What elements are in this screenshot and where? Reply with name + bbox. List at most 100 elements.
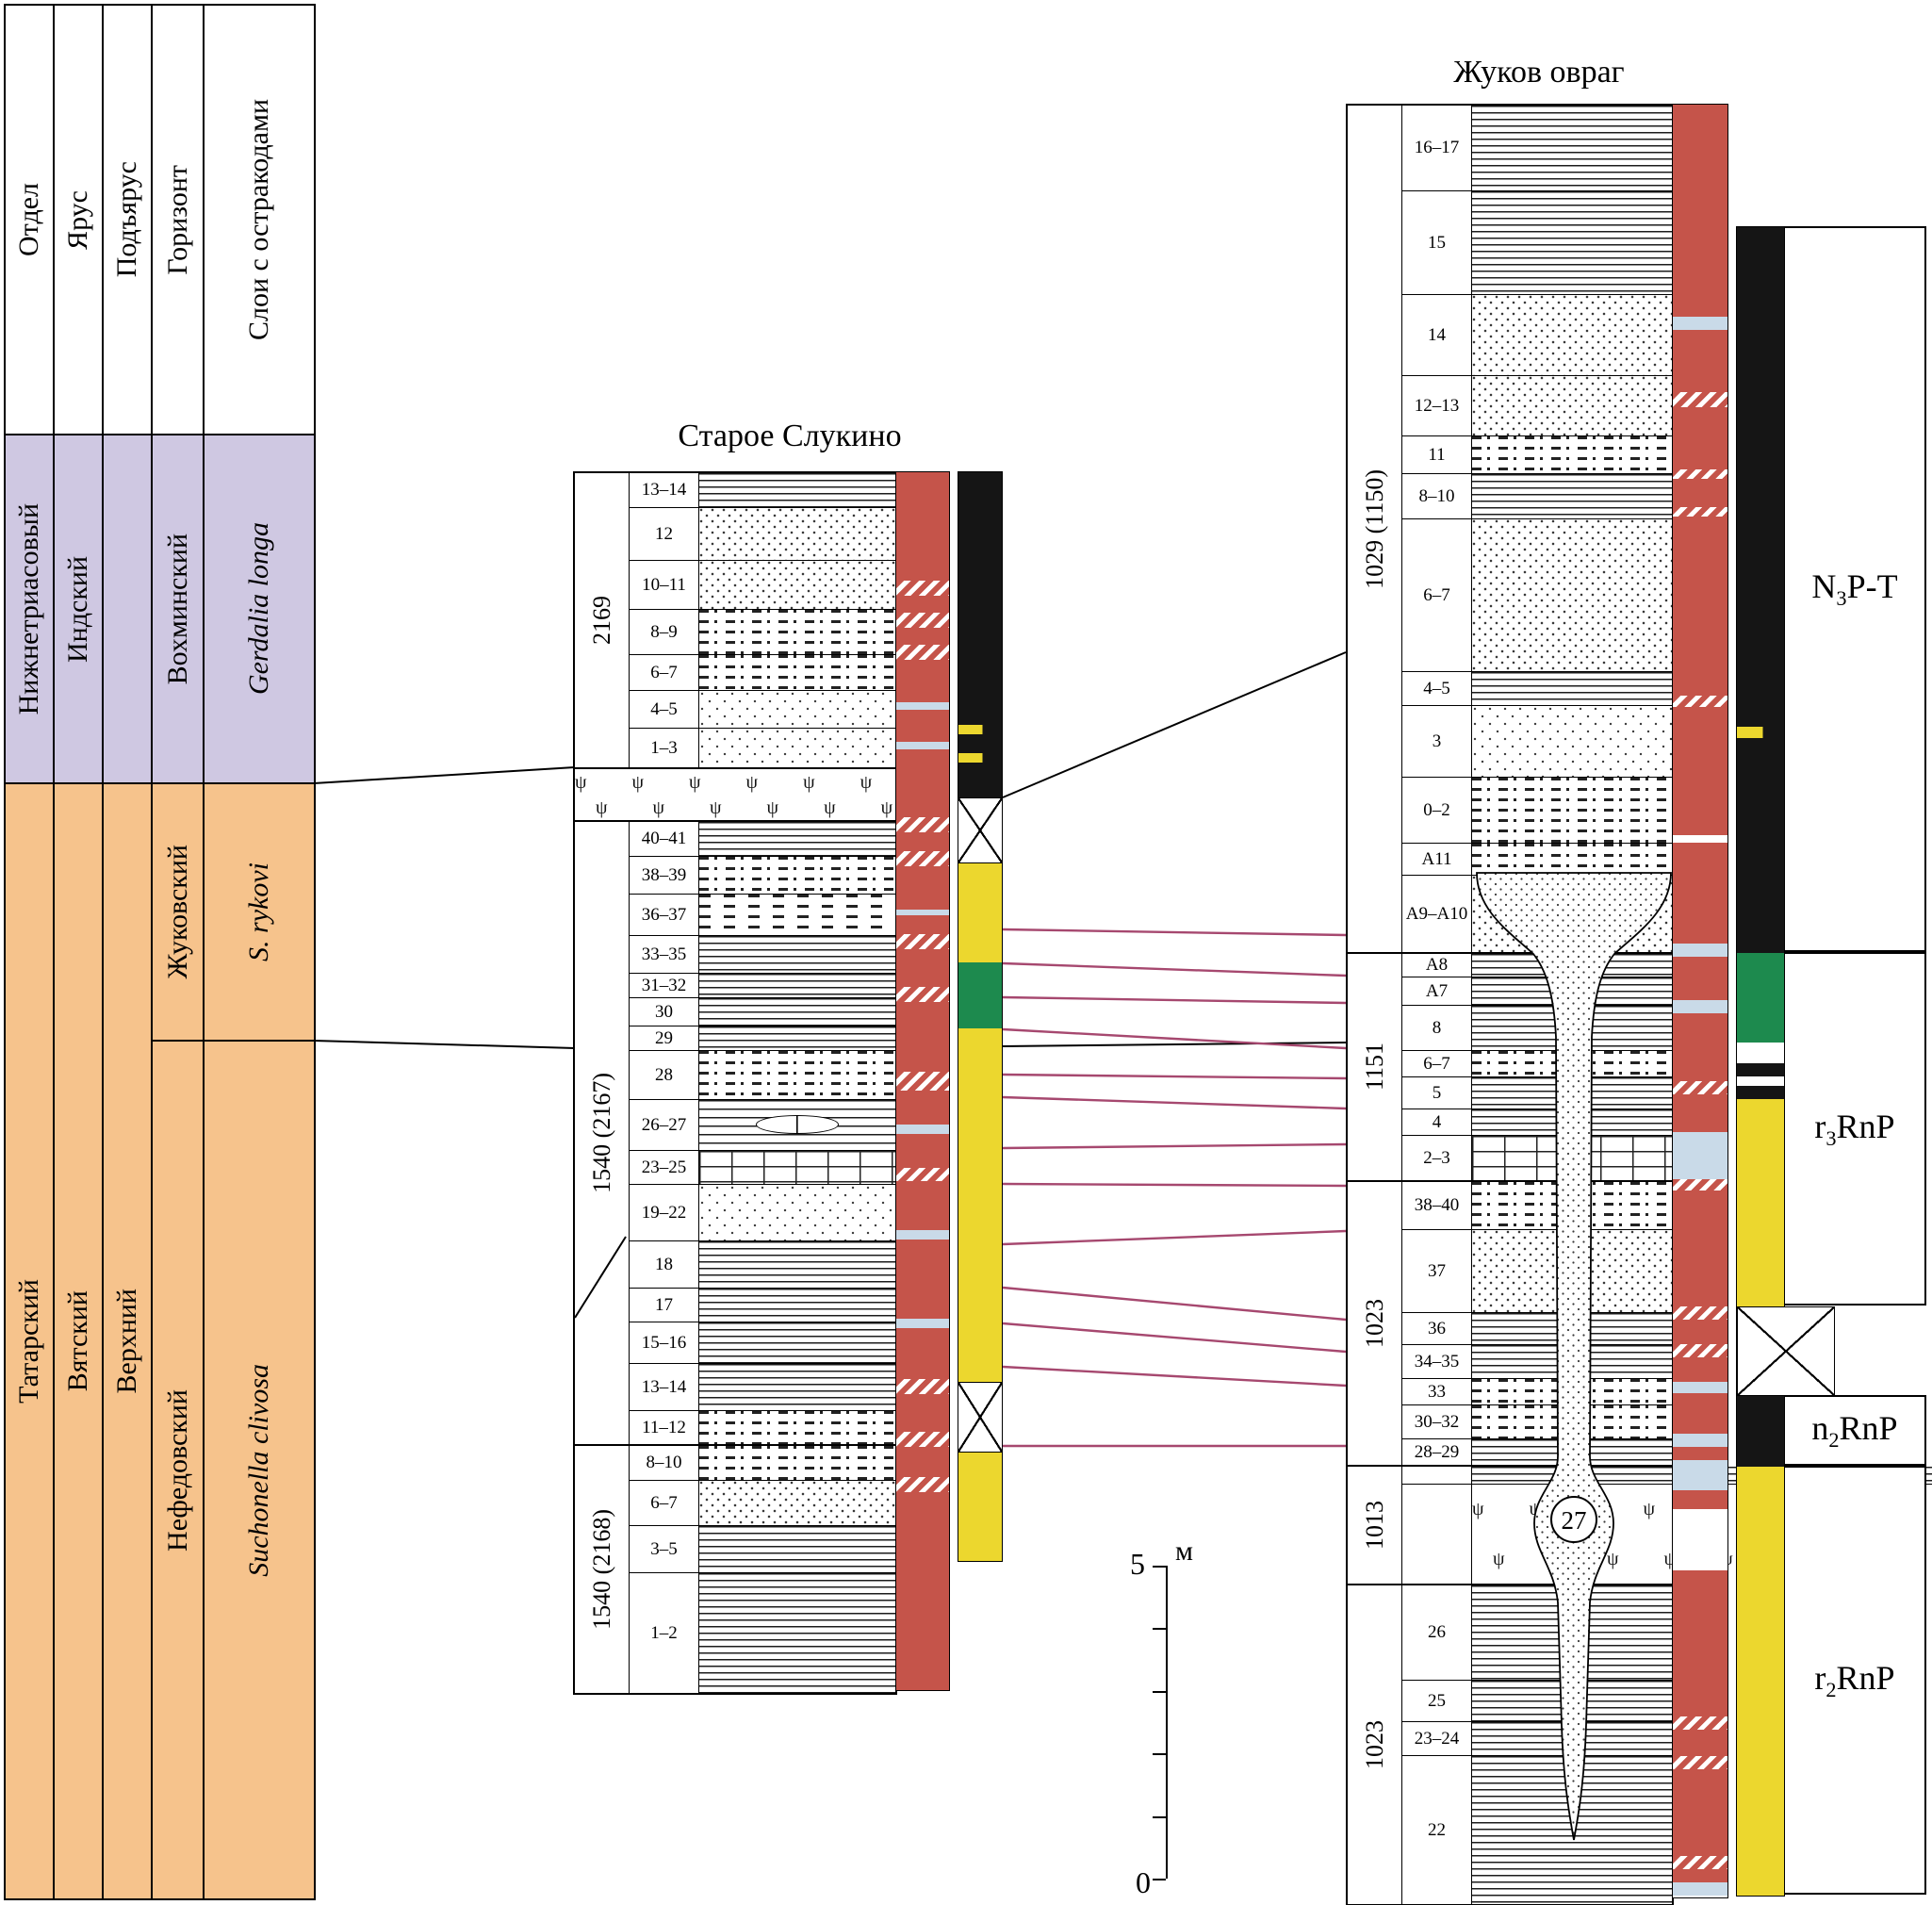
limestone-lens-icon — [756, 1115, 839, 1134]
bed-row: 34–35 — [1402, 1344, 1672, 1378]
lithology-cell — [1472, 519, 1672, 671]
lithology-cell — [699, 1241, 895, 1288]
lithology-cell — [699, 1481, 895, 1525]
strip-segment-red — [1673, 1769, 1727, 1856]
bed-label: 4–5 — [630, 691, 699, 728]
bed-label: 28–29 — [1402, 1439, 1472, 1465]
strip-segment-red — [1673, 1577, 1727, 1716]
bed-label — [1402, 1485, 1472, 1584]
strip-segment-red — [1673, 1869, 1727, 1882]
sample-number-cell: 1151 — [1348, 954, 1402, 1180]
strip-segment-hatch — [896, 1072, 949, 1091]
bed-row: 19–22 — [630, 1184, 895, 1240]
sample-number: 1540 (2168) — [587, 1509, 615, 1630]
sample-number-cell: 1013 — [1348, 1467, 1402, 1584]
lithology-cell — [1472, 1585, 1672, 1680]
scale-bar: 5 м 0 — [1117, 1535, 1211, 1905]
lithology-cell — [1472, 844, 1672, 875]
bed-stack: 40–41 38–39 36–37 33–35 31–32 30 29 28 26–27 23–2… — [630, 822, 895, 1444]
bed-row: A11 — [1402, 843, 1672, 875]
bed-row: A8 — [1402, 954, 1672, 977]
lithology-cell — [1472, 876, 1672, 952]
magnetozone-text: N3P-T — [1811, 567, 1898, 611]
strip-segment-xbox — [958, 1382, 1002, 1453]
bed-row: 30–32 — [1402, 1404, 1672, 1438]
strip-segment-hatch — [896, 934, 949, 949]
cell-label: Индский — [62, 555, 93, 663]
lithology-cell — [1472, 706, 1672, 777]
lithology-cell — [1472, 1439, 1672, 1465]
bed-row: 23–24 — [1402, 1721, 1672, 1755]
sample-group: 2169 13–14 12 10–11 8–9 6–7 4–5 1–3 — [575, 473, 895, 767]
strip-segment-red — [896, 1181, 949, 1230]
bed-row: 8–10 — [630, 1446, 895, 1480]
lithology-cell — [1472, 954, 1672, 977]
bed-label: 38–39 — [630, 857, 699, 894]
scale-tick — [1153, 1753, 1166, 1756]
strip-segment-black — [958, 734, 1002, 753]
lithology-cell — [699, 936, 895, 973]
strip-segment-red — [896, 915, 949, 934]
strip-segment-red — [1673, 1191, 1727, 1306]
lithology-cell — [699, 1526, 895, 1572]
bed-label: 29 — [630, 1026, 699, 1050]
cell-beds-gerdalia-longa: Gerdalia longa — [203, 434, 316, 784]
strip-segment-blue — [1673, 1460, 1727, 1490]
strip-segment-red — [1673, 479, 1727, 507]
strip-segment-red — [896, 1240, 949, 1319]
strip-segment-red — [896, 1091, 949, 1125]
bed-label: 6–7 — [630, 655, 699, 690]
strip-segment-black — [958, 763, 1002, 797]
lithology-cell — [1472, 1722, 1672, 1755]
strip-segment-black — [958, 472, 1002, 725]
bed-label: 4 — [1402, 1109, 1472, 1135]
bed-label: A9–A10 — [1402, 876, 1472, 952]
correlation-line — [1002, 1365, 1347, 1388]
bed-label: 12 — [630, 508, 699, 560]
cell-label: Татарский — [13, 1279, 44, 1404]
strip-segment-blue — [896, 1125, 949, 1134]
sample-group: 1023 38–40 37 36 34–35 33 30–32 28–29 — [1348, 1180, 1672, 1465]
strip-segment-hatch — [1673, 1306, 1727, 1320]
lithology-cell — [699, 1051, 895, 1099]
scale-min-label: 0 — [1136, 1865, 1151, 1899]
bed-row: 1–3 — [630, 728, 895, 767]
sample-number-cell: 1023 — [1348, 1182, 1402, 1465]
bed-row: 23–25 — [630, 1150, 895, 1184]
bed-label: 38–40 — [1402, 1182, 1472, 1229]
bed-row: 6–7 — [1402, 1050, 1672, 1076]
bed-row: 0–2 — [1402, 777, 1672, 843]
lithology-cell — [699, 655, 895, 690]
lithology-cell — [699, 1026, 895, 1050]
bed-label: 15 — [1402, 191, 1472, 294]
bed-label: 14 — [1402, 295, 1472, 375]
strip-segment-yellow — [1737, 1467, 1784, 1896]
bed-label: 18 — [630, 1241, 699, 1288]
cell-label: Вохминский — [161, 533, 193, 685]
lithology-cell — [699, 974, 895, 997]
strip-segment-hatch — [896, 851, 949, 866]
bed-row: A7 — [1402, 977, 1672, 1005]
lithology-cell — [1472, 1313, 1672, 1344]
bed-row: 14 — [1402, 294, 1672, 375]
bed-label: 13–14 — [630, 473, 699, 507]
strip-segment-blue — [896, 1230, 949, 1240]
strip-segment-hatch — [1673, 1716, 1727, 1730]
bed-label: 8–9 — [630, 610, 699, 654]
strip-segment-red — [1673, 105, 1727, 317]
bed-label: A11 — [1402, 844, 1472, 875]
cell-label: Нижнетриасовый — [13, 502, 44, 715]
zhukov-ovrag-column: 1029 (1150) 16–17 15 14 12–13 11 8–10 6–7 4–5 3 0–… — [1346, 104, 1932, 1905]
bed-label: 5 — [1402, 1077, 1472, 1109]
strip-segment-red — [896, 1134, 949, 1168]
bed-row: 40–41 — [630, 822, 895, 856]
magnetozone-label: r2RnP — [1783, 1466, 1926, 1895]
strip-segment-hatch — [1673, 469, 1727, 479]
strip-segment-black — [1737, 738, 1784, 953]
strip-segment-red — [1673, 1393, 1727, 1434]
lithology-cell — [1472, 778, 1672, 843]
bed-label: 11 — [1402, 436, 1472, 473]
bed-label: 1–2 — [630, 1573, 699, 1693]
scale-tick — [1153, 1879, 1166, 1880]
lithology-cell — [699, 857, 895, 894]
